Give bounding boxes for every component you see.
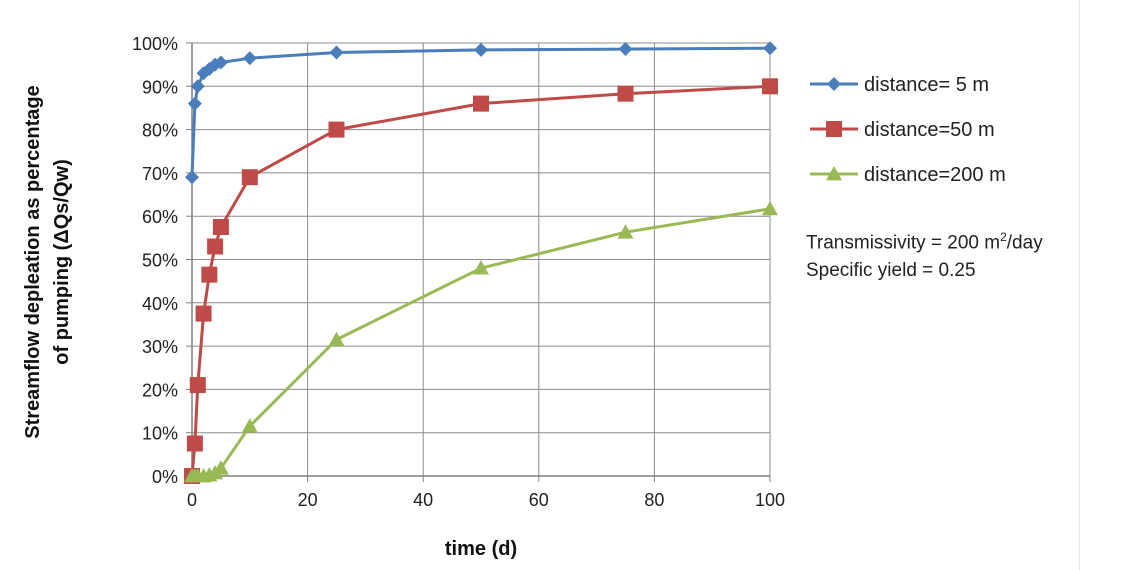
transmissivity-unit: /day <box>1006 232 1043 254</box>
y-tick-label: 0% <box>152 467 178 487</box>
data-point-square <box>617 85 634 102</box>
y-tick-label: 50% <box>142 251 178 271</box>
x-tick-label: 40 <box>413 490 433 510</box>
data-point-triangle <box>212 460 229 475</box>
x-tick-label: 60 <box>529 490 549 510</box>
data-point-triangle <box>328 331 345 347</box>
y-tick-label: 10% <box>142 424 178 444</box>
series-3 <box>184 200 778 483</box>
data-point-diamond <box>185 170 199 185</box>
y-tick-label: 70% <box>142 164 178 184</box>
x-tick-labels: 0 20 40 60 80 100 <box>187 490 785 510</box>
y-tick-label: 90% <box>142 77 178 97</box>
data-point-square <box>201 266 218 283</box>
data-point-square <box>328 121 345 138</box>
legend-marker <box>827 77 841 91</box>
data-point-square <box>195 305 212 322</box>
transmissivity-text: Transmissivity = 200 m <box>806 232 1001 254</box>
data-point-square <box>241 169 258 186</box>
data-point-diamond <box>242 51 257 66</box>
series-line <box>190 84 771 477</box>
legend-marker <box>826 166 842 181</box>
y-tick-label: 30% <box>142 337 178 357</box>
x-tick-label: 0 <box>187 490 197 510</box>
data-point-diamond <box>474 42 488 57</box>
series-1 <box>185 41 777 185</box>
x-tick-label: 100 <box>755 490 785 510</box>
y-tick-label: 20% <box>142 380 178 400</box>
x-tick-label: 20 <box>298 490 318 510</box>
legend-marker <box>826 121 842 137</box>
data-point-diamond <box>213 55 228 70</box>
data-point-square <box>212 219 229 236</box>
data-point-square <box>473 95 489 112</box>
y-tick-label: 60% <box>142 207 178 227</box>
series-line <box>190 46 771 178</box>
transmissivity-superscript: 2 <box>1000 230 1007 244</box>
y-tick-label: 100% <box>132 34 178 54</box>
legend-label: distance=50 m <box>864 119 995 141</box>
series-2 <box>184 78 778 484</box>
transmissivity-note: Transmissivity = 200 m2/day <box>806 230 1043 254</box>
legend-label: distance=200 m <box>864 164 1006 186</box>
series-line <box>192 207 771 478</box>
data-point-triangle <box>762 200 778 216</box>
y-tick-labels: 0% 10% 20% 30% 40% 50% 60% 70% 80% 90% 100% <box>132 34 178 487</box>
x-tick-label: 80 <box>644 490 664 510</box>
data-point-triangle <box>241 418 258 433</box>
data-point-square <box>207 238 224 255</box>
legend: distance= 5 m distance=50 m distance=200 m <box>810 74 1006 186</box>
data-point-diamond <box>190 79 205 94</box>
data-point-triangle <box>473 260 489 275</box>
data-point-square <box>762 78 778 95</box>
y-axis-label-line2: of pumping (ΔQs/Qw) <box>51 159 73 364</box>
data-point-square <box>186 435 203 452</box>
specific-yield-note: Specific yield = 0.25 <box>806 260 976 281</box>
x-axis-label: time (d) <box>445 538 517 560</box>
legend-label: distance= 5 m <box>864 74 989 96</box>
legend-item: distance=200 m <box>810 164 1006 186</box>
data-point-diamond <box>763 41 777 56</box>
y-axis-label-line1: Streamflow depleation as percentage <box>22 85 44 438</box>
y-tick-label: 80% <box>142 121 178 141</box>
data-point-diamond <box>187 96 202 111</box>
data-point-diamond <box>329 45 344 60</box>
data-point-square <box>189 377 206 394</box>
data-point-triangle <box>617 224 634 239</box>
panel-divider <box>1079 0 1080 570</box>
data-point-diamond <box>618 42 633 57</box>
legend-item: distance=50 m <box>810 119 995 141</box>
y-tick-label: 40% <box>142 294 178 314</box>
legend-item: distance= 5 m <box>810 74 989 96</box>
data-series <box>184 41 778 484</box>
